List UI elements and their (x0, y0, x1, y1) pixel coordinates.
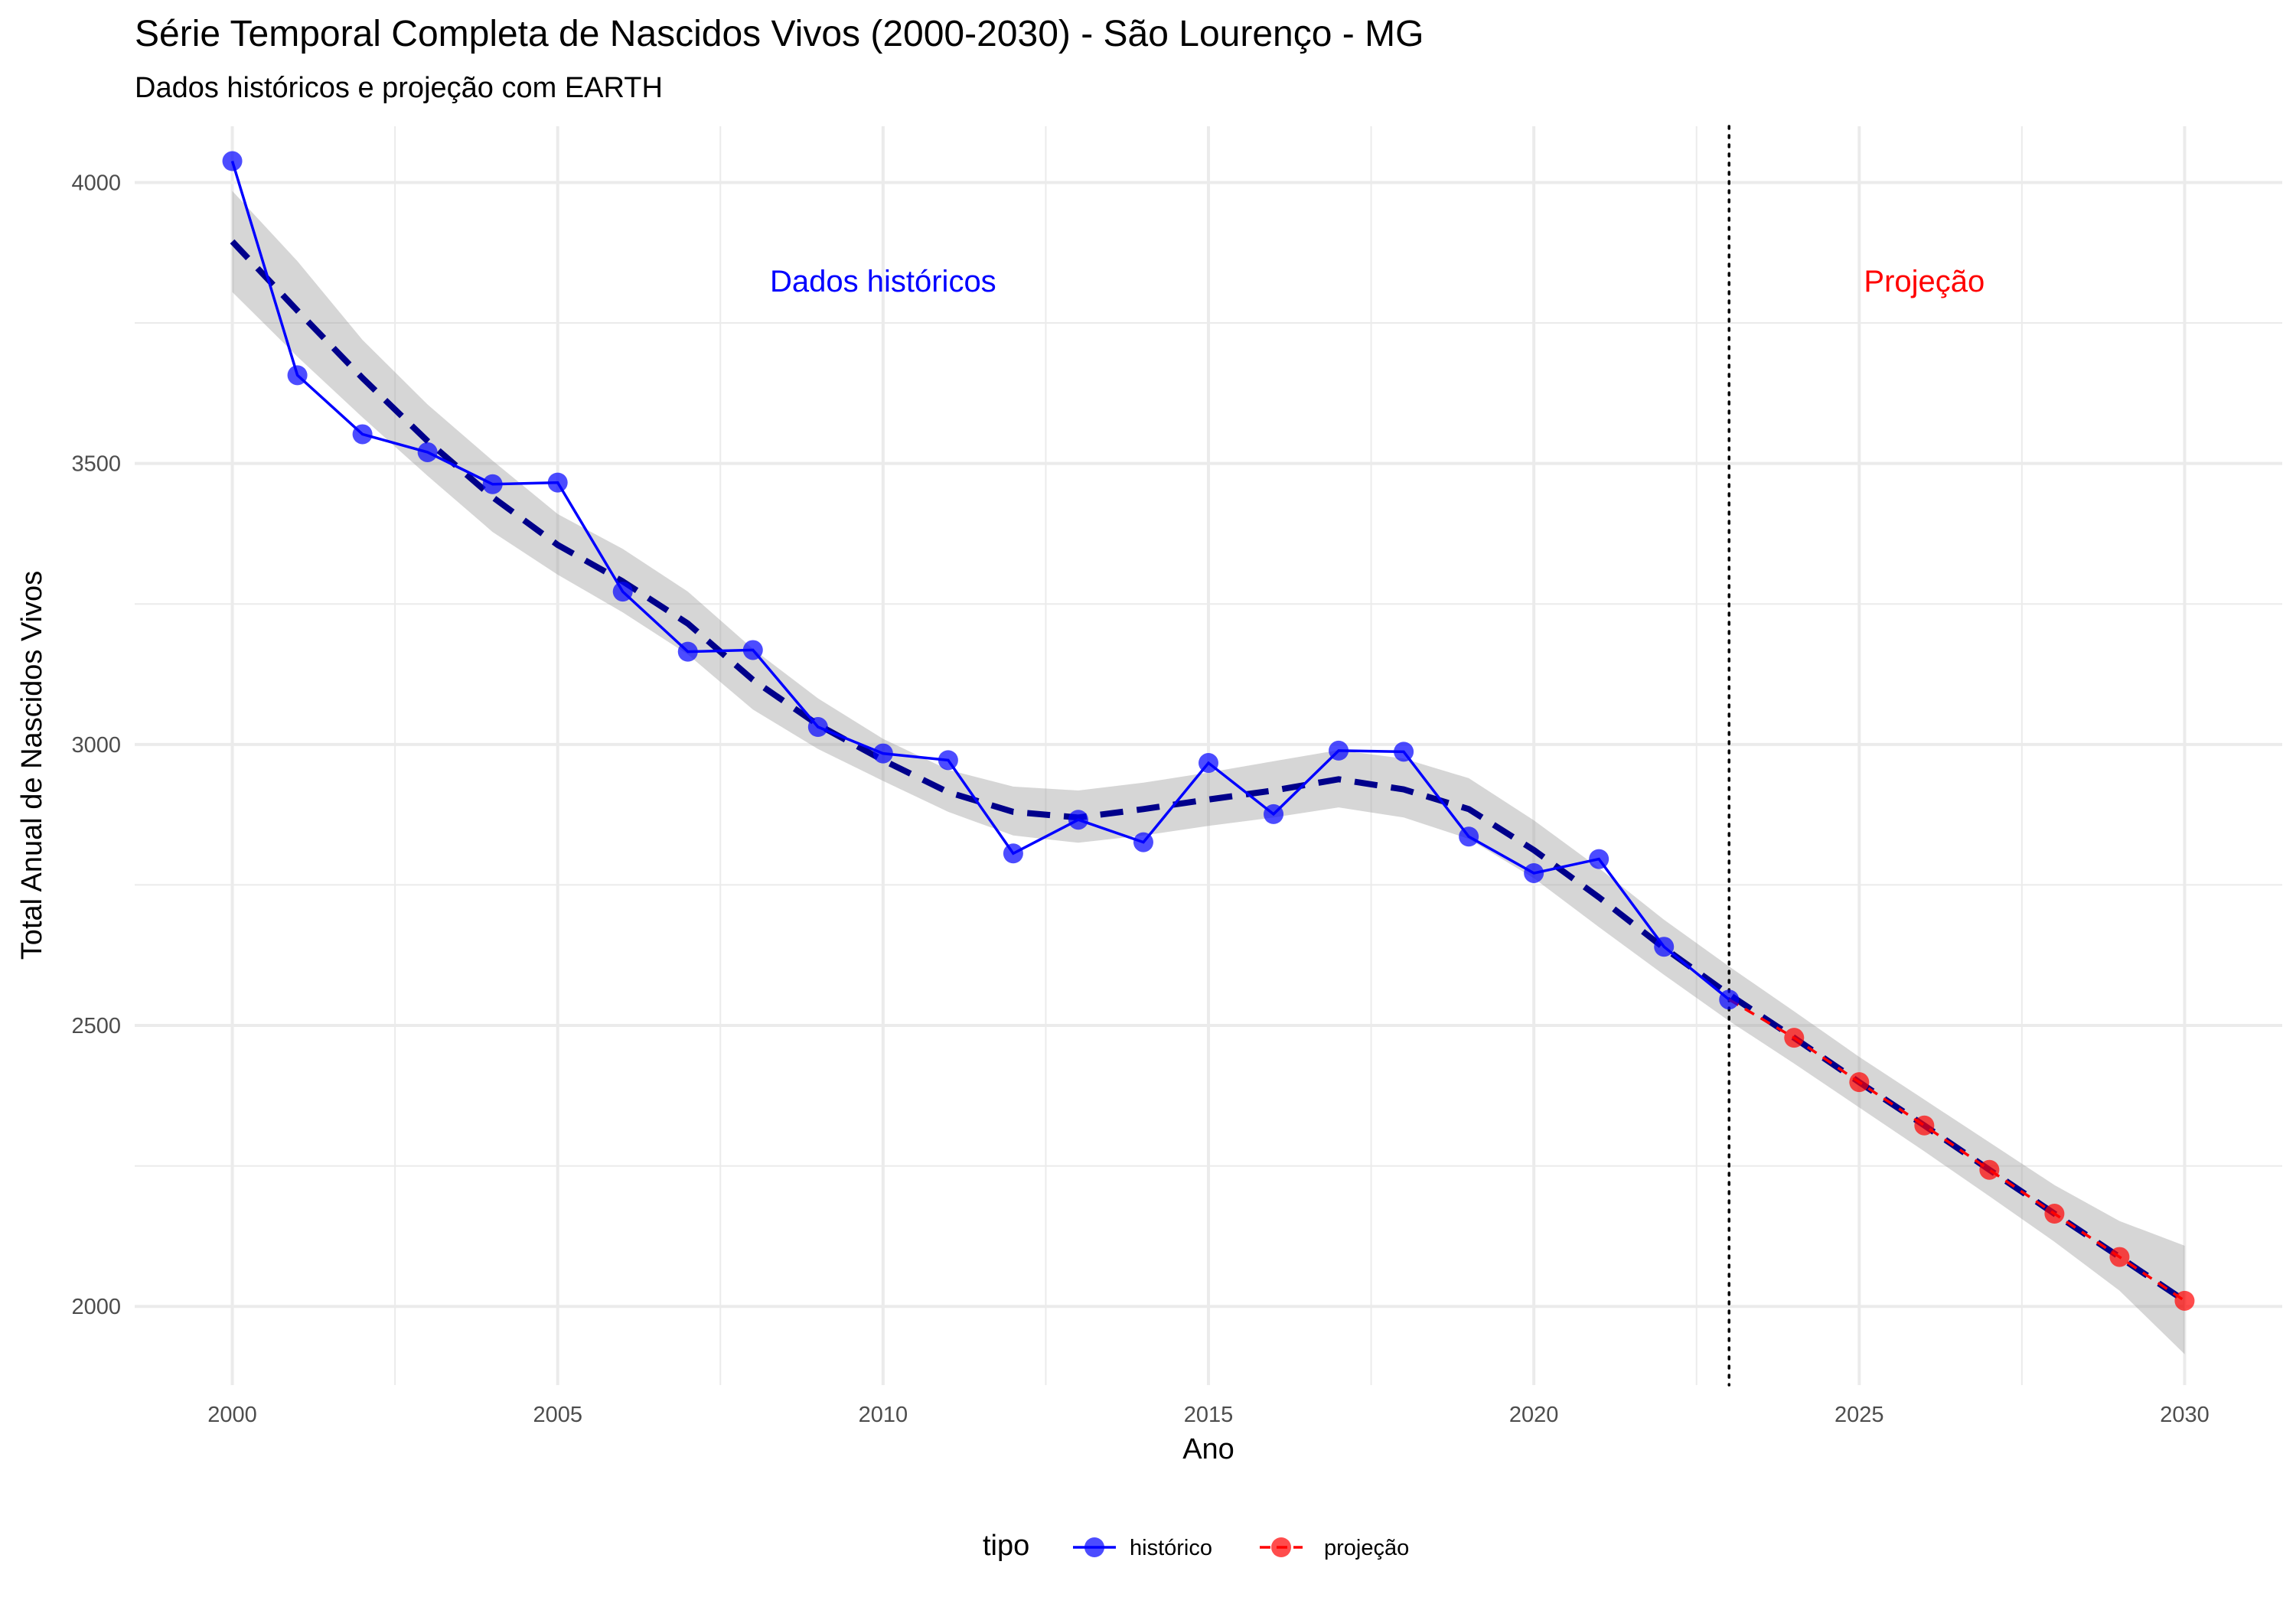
x-tick-label: 2015 (1184, 1403, 1234, 1427)
x-axis-title: Ano (1182, 1433, 1234, 1465)
data-point-historico (677, 641, 698, 662)
data-point-historico (1329, 740, 1349, 761)
legend-items: histórico projeção (1073, 1536, 1409, 1560)
y-tick-label: 2500 (71, 1014, 121, 1038)
annotations: Dados históricos Projeção (770, 265, 1985, 298)
legend-key (1260, 1537, 1303, 1557)
data-point-projecao (2174, 1290, 2195, 1311)
data-point-historico (1719, 989, 1740, 1010)
legend-label: histórico (1130, 1536, 1212, 1560)
series-line-historico (230, 160, 1730, 1001)
legend-title: tipo (983, 1530, 1029, 1562)
annotation-label: Dados históricos (770, 265, 996, 298)
data-point-historico (1199, 753, 1218, 774)
y-tick-label: 3500 (71, 452, 121, 477)
data-point-historico (612, 582, 633, 602)
data-point-historico (742, 640, 763, 660)
data-point-historico (547, 472, 568, 493)
data-point-historico (1003, 843, 1023, 864)
data-point-historico (482, 474, 503, 494)
y-axis-ticks: 2000 2500 3000 3500 4000 (71, 171, 121, 1319)
data-point-historico (938, 750, 958, 771)
data-point-historico (352, 424, 373, 445)
legend-key-point (1084, 1537, 1104, 1557)
x-tick-label: 2010 (859, 1403, 908, 1427)
data-point-historico (1133, 832, 1153, 852)
chart-subtitle: Dados históricos e projeção com EARTH (135, 72, 663, 104)
data-point-historico (1589, 849, 1609, 869)
data-point-historico (872, 743, 893, 764)
x-tick-label: 2005 (533, 1403, 582, 1427)
x-tick-label: 2025 (1835, 1403, 1884, 1427)
y-tick-label: 3000 (71, 733, 121, 758)
data-point-projecao (1849, 1072, 1870, 1093)
data-point-historico (807, 717, 828, 738)
x-axis-ticks: 2000 2005 2010 2015 2020 2025 2030 (207, 1403, 2209, 1427)
plot-area: Dados históricos Projeção (135, 125, 2282, 1387)
x-tick-label: 2030 (2160, 1403, 2210, 1427)
data-point-projecao (1784, 1028, 1805, 1048)
chart-title: Série Temporal Completa de Nascidos Vivo… (135, 14, 1424, 54)
annotation-label: Projeção (1864, 265, 1985, 298)
data-point-historico (1068, 810, 1088, 830)
y-tick-label: 4000 (71, 171, 121, 195)
grid (135, 126, 2282, 1385)
legend-key-point (1271, 1537, 1291, 1557)
data-point-projecao (2109, 1247, 2130, 1267)
x-tick-label: 2000 (207, 1403, 257, 1427)
data-point-historico (1459, 826, 1479, 847)
legend-key (1073, 1537, 1116, 1557)
data-point-historico (1264, 804, 1284, 824)
data-point-historico (417, 442, 438, 462)
y-axis-title: Total Anual de Nascidos Vivos (16, 571, 48, 960)
y-tick-label: 2000 (71, 1295, 121, 1319)
legend-label: projeção (1324, 1536, 1409, 1560)
data-point-historico (222, 151, 243, 171)
data-point-historico (1654, 937, 1675, 957)
data-point-projecao (1979, 1159, 2000, 1180)
data-point-projecao (1914, 1115, 1935, 1136)
series-layer (222, 151, 2195, 1311)
series-points (222, 151, 2195, 1311)
data-point-historico (1524, 862, 1544, 883)
legend: tipo histórico projeção (983, 1530, 1409, 1562)
data-point-projecao (2044, 1204, 2065, 1224)
x-tick-label: 2020 (1509, 1403, 1559, 1427)
data-point-historico (287, 365, 308, 386)
data-point-historico (1394, 742, 1414, 762)
